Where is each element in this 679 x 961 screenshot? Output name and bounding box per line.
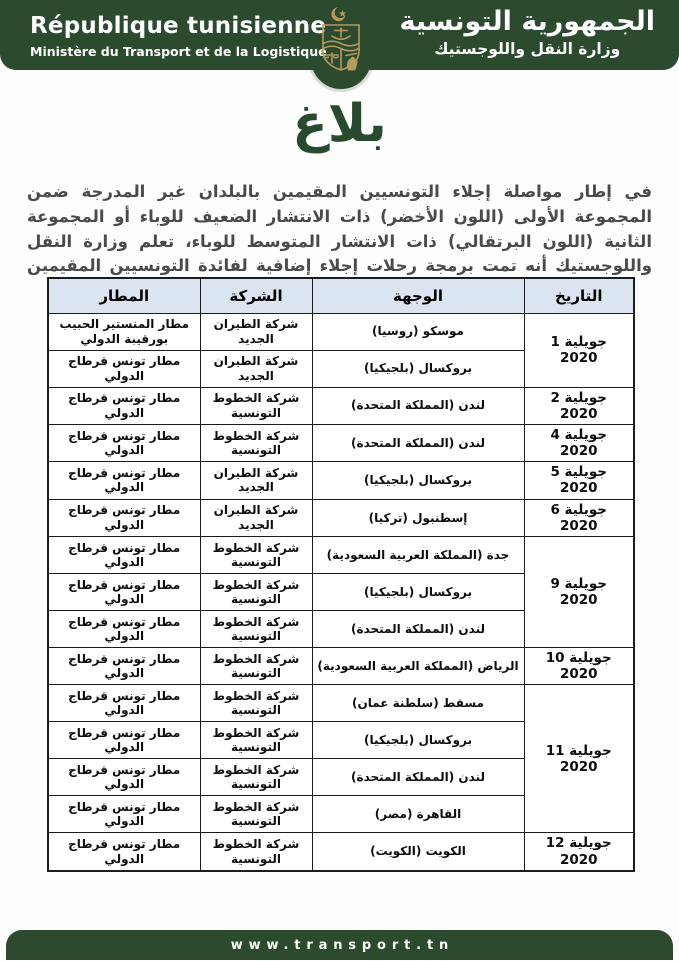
header-arabic-block: الجمهورية التونسية وزارة النقل واللوجستي… xyxy=(399,6,655,58)
col-header-destination: الوجهة xyxy=(311,277,525,314)
airport-cell: مطار تونس قرطاج الدولي xyxy=(47,536,201,574)
table-row: 2 جويلية 2020 لندن (المملكة المتحدة) شرك… xyxy=(47,386,635,425)
destination-cell: لندن (المملكة المتحدة) xyxy=(311,386,525,425)
destination-cell: بروكسال (بلجيكيا) xyxy=(311,461,525,500)
company-cell: شركة الخطوط التونسية xyxy=(199,536,313,574)
destination-cell: مسقط (سلطنة عمان) xyxy=(311,684,525,723)
airport-cell: مطار تونس قرطاج الدولي xyxy=(47,423,201,463)
header-french-block: République tunisienne Ministère du Trans… xyxy=(30,13,327,59)
date-cell: 2 جويلية 2020 xyxy=(523,386,635,425)
table-row: بروكسال (بلجيكيا) شركة الخطوط التونسية م… xyxy=(47,573,634,611)
date-cell: 12 جويلية 2020 xyxy=(523,832,635,872)
destination-cell: لندن (المملكة المتحدة) xyxy=(311,758,525,797)
col-header-airport: المطار xyxy=(47,277,201,314)
destination-cell: القاهرة (مصر) xyxy=(311,795,525,834)
company-cell: شركة الخطوط التونسية xyxy=(199,795,313,834)
airport-cell: مطار تونس قرطاج الدولي xyxy=(47,573,201,611)
announcement-title: بلاغ xyxy=(292,94,387,154)
date-cell: 11 جويلية 2020 xyxy=(523,684,635,834)
announcement-body: في إطار مواصلة إجلاء التونسيين المقيمين … xyxy=(27,182,652,300)
airport-cell: مطار تونس قرطاج الدولي xyxy=(47,795,201,834)
ministry-subtitle-fr: Ministère du Transport et de la Logistiq… xyxy=(30,44,327,59)
table-row: 1 جويلية 2020 موسكو (روسيا) شركة الطيران… xyxy=(47,312,635,388)
table-row: بروكسال (بلجيكيا) شركة الخطوط التونسية م… xyxy=(47,721,634,760)
airport-cell: مطار المنستير الحبيب بورقيبة الدولي xyxy=(47,312,201,351)
header-band xyxy=(0,0,679,70)
company-cell: شركة الطيران الجديد xyxy=(199,461,313,500)
company-cell: شركة الخطوط التونسية xyxy=(199,684,313,723)
airport-cell: مطار تونس قرطاج الدولي xyxy=(47,646,201,686)
destination-cell: بروكسال (بلجيكيا) xyxy=(311,573,525,611)
company-cell: شركة الخطوط التونسية xyxy=(199,758,313,797)
republic-title-fr: République tunisienne xyxy=(30,13,327,39)
company-cell: شركة الطيران الجديد xyxy=(199,349,313,388)
table-row: 10 جويلية 2020 الرياض (المملكة العربية ا… xyxy=(47,646,635,686)
date-cell: 10 جويلية 2020 xyxy=(523,646,635,686)
airport-cell: مطار تونس قرطاج الدولي xyxy=(47,758,201,797)
airport-cell: مطار تونس قرطاج الدولي xyxy=(47,832,201,872)
destination-cell: إسطنبول (تركيا) xyxy=(311,498,525,538)
destination-cell: الكويت (الكويت) xyxy=(311,832,525,872)
flights-table: التاريخ الوجهة الشركة المطار 1 جويلية 20… xyxy=(47,277,635,872)
airport-cell: مطار تونس قرطاج الدولي xyxy=(47,610,201,648)
company-cell: شركة الخطوط التونسية xyxy=(199,646,313,686)
table-row: 12 جويلية 2020 الكويت (الكويت) شركة الخط… xyxy=(47,832,635,872)
col-header-company: الشركة xyxy=(199,277,313,314)
destination-cell: لندن (المملكة المتحدة) xyxy=(311,610,525,648)
table-row: 6 جويلية 2020 إسطنبول (تركيا) شركة الطير… xyxy=(47,498,635,538)
table-row: 11 جويلية 2020 مسقط (سلطنة عمان) شركة ال… xyxy=(47,684,635,834)
col-header-date: التاريخ xyxy=(523,277,635,314)
destination-cell: الرياض (المملكة العربية السعودية) xyxy=(311,646,525,686)
company-cell: شركة الخطوط التونسية xyxy=(199,610,313,648)
date-cell: 9 جويلية 2020 xyxy=(523,536,635,648)
destination-cell: جدة (المملكة العربية السعودية) xyxy=(311,536,525,574)
date-cell: 1 جويلية 2020 xyxy=(523,312,635,388)
destination-cell: بروكسال (بلجيكيا) xyxy=(311,721,525,760)
airport-cell: مطار تونس قرطاج الدولي xyxy=(47,721,201,760)
destination-cell: موسكو (روسيا) xyxy=(311,312,525,351)
airport-cell: مطار تونس قرطاج الدولي xyxy=(47,386,201,425)
company-cell: شركة الخطوط التونسية xyxy=(199,573,313,611)
destination-cell: لندن (المملكة المتحدة) xyxy=(311,423,525,463)
website-link[interactable]: www.transport.tn xyxy=(230,938,455,953)
table-row: 5 جويلية 2020 بروكسال (بلجيكيا) شركة الط… xyxy=(47,461,635,500)
table-row: القاهرة (مصر) شركة الخطوط التونسية مطار … xyxy=(47,795,634,834)
date-cell: 4 جويلية 2020 xyxy=(523,423,635,463)
airport-cell: مطار تونس قرطاج الدولي xyxy=(47,461,201,500)
company-cell: شركة الطيران الجديد xyxy=(199,312,313,351)
date-cell: 6 جويلية 2020 xyxy=(523,498,635,538)
destination-cell: بروكسال (بلجيكيا) xyxy=(311,349,525,388)
ministry-subtitle-ar: وزارة النقل واللوجستيك xyxy=(434,40,621,58)
table-row: لندن (المملكة المتحدة) شركة الخطوط التون… xyxy=(47,758,634,797)
table-row: 4 جويلية 2020 لندن (المملكة المتحدة) شرك… xyxy=(47,423,635,463)
republic-title-ar: الجمهورية التونسية xyxy=(399,6,655,37)
airport-cell: مطار تونس قرطاج الدولي xyxy=(47,684,201,723)
date-cell: 5 جويلية 2020 xyxy=(523,461,635,500)
tunisia-coat-of-arms-icon xyxy=(322,7,360,71)
table-header-row: التاريخ الوجهة الشركة المطار xyxy=(47,277,635,314)
company-cell: شركة الطيران الجديد xyxy=(199,498,313,538)
airport-cell: مطار تونس قرطاج الدولي xyxy=(47,349,201,388)
company-cell: شركة الخطوط التونسية xyxy=(199,386,313,425)
footer-bar: www.transport.tn xyxy=(6,930,673,960)
company-cell: شركة الخطوط التونسية xyxy=(199,832,313,872)
company-cell: شركة الخطوط التونسية xyxy=(199,423,313,463)
table-row: بروكسال (بلجيكيا) شركة الطيران الجديد مط… xyxy=(47,349,634,388)
airport-cell: مطار تونس قرطاج الدولي xyxy=(47,498,201,538)
company-cell: شركة الخطوط التونسية xyxy=(199,721,313,760)
table-row: 9 جويلية 2020 جدة (المملكة العربية السعو… xyxy=(47,536,635,648)
